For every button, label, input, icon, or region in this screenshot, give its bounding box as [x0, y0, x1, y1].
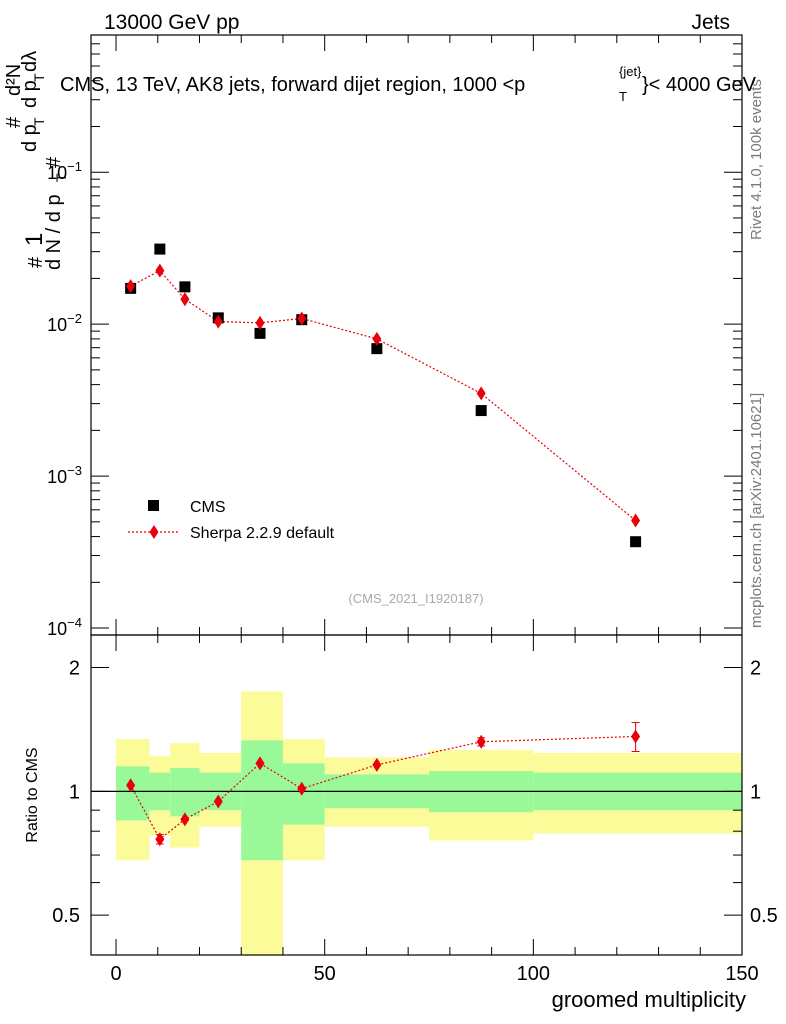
- main-y-tick-label: 10−3: [47, 463, 82, 487]
- ratio-y-tick-labels: 0.5 0.5 1 1 2 2: [52, 658, 778, 928]
- x-tick-label: 50: [314, 963, 336, 985]
- x-tick-labels: 0 50 100 150: [110, 963, 758, 985]
- main-y-tick-label: 10−4: [47, 615, 82, 639]
- cms-data-point: [254, 327, 266, 339]
- legend-cms-label: CMS: [190, 499, 226, 516]
- mc-ratio-polyline: [130, 735, 636, 841]
- legend-mc-label: Sherpa 2.2.9 default: [190, 525, 335, 542]
- y-title-hash2: #: [43, 156, 65, 168]
- mc-ratio-line: [130, 735, 636, 841]
- ratio-y-tick-label-left: 0.5: [52, 905, 80, 927]
- ratio-y-axis-title: Ratio to CMS: [24, 747, 41, 842]
- ratio-uncertainty-bands: [116, 691, 742, 955]
- header-right: Jets: [691, 11, 730, 34]
- main-y-tick-labels: 10−1 10−2 10−3 10−4: [47, 159, 82, 639]
- mc-points: [126, 263, 641, 528]
- mc-point: [155, 263, 165, 278]
- x-tick-label: 100: [517, 963, 550, 985]
- plot-title-sup: {jet}: [619, 64, 642, 79]
- mc-ratio-point: [180, 812, 190, 827]
- mc-point: [213, 314, 223, 329]
- mc-ratio-point: [372, 757, 382, 772]
- y-title-hash3: #: [3, 116, 25, 128]
- y-title-dlambda: dλ: [19, 51, 41, 72]
- ratio-panel-frame: [90, 634, 743, 956]
- x-axis-title: groomed multiplicity: [552, 987, 746, 1012]
- y-title-sub1: T: [53, 173, 69, 182]
- legend: CMS Sherpa 2.2.9 default: [128, 499, 335, 542]
- cms-data-point: [371, 343, 383, 355]
- plot-title-sub: T: [619, 89, 627, 104]
- mc-ratio-point: [631, 729, 641, 744]
- y-title-frac1: 1: [21, 233, 48, 246]
- mc-ratio-point: [255, 756, 265, 771]
- ratio-y-tick-label-left: 2: [69, 658, 80, 680]
- rivet-version-label: Rivet 4.1.0, 100k events: [748, 79, 765, 240]
- mc-ratio-point: [155, 832, 165, 847]
- plot-title-end: }< 4000 GeV: [642, 74, 757, 96]
- ratio-y-tick-label-right: 0.5: [750, 905, 778, 927]
- y-title-sub2: T: [31, 117, 47, 126]
- cms-data-point: [475, 405, 487, 417]
- mc-line: [130, 269, 636, 522]
- mc-point: [372, 331, 382, 346]
- cms-data-point: [154, 243, 166, 255]
- ratio-axis-ticks: [91, 635, 743, 956]
- main-y-tick-label: 10−1: [47, 159, 82, 183]
- main-panel-frame: [90, 34, 743, 636]
- y-title-dn: d N / d p: [43, 194, 65, 270]
- cms-data-point: [630, 536, 642, 548]
- main-y-tick-label: 10−2: [47, 311, 82, 335]
- mc-point: [255, 315, 265, 330]
- y-title-d2n: d²N: [3, 64, 25, 96]
- y-title-sub3: T: [31, 73, 47, 82]
- mc-point: [126, 279, 136, 294]
- mc-point: [476, 386, 486, 401]
- header-left: 13000 GeV pp: [104, 11, 239, 34]
- x-tick-label: 0: [110, 963, 121, 985]
- mc-ratio-point: [126, 778, 136, 793]
- mcplots-label: mcplots.cern.ch [arXiv:2401.10621]: [748, 393, 765, 628]
- legend-cms-marker: [148, 500, 159, 511]
- main-y-axis-title: # 1 d N / d p T # d p T # d²N d p T dλ: [3, 51, 69, 270]
- mc-ratio-point: [476, 734, 486, 749]
- inner-band: [282, 763, 325, 825]
- ratio-y-tick-label-right: 1: [750, 781, 761, 803]
- mc-polyline: [130, 269, 636, 522]
- y-title-dp: d p: [19, 124, 41, 152]
- mc-point: [180, 292, 190, 307]
- plot-title: CMS, 13 TeV, AK8 jets, forward dijet reg…: [60, 74, 525, 96]
- x-tick-label: 150: [725, 963, 758, 985]
- mc-ratio-point: [297, 781, 307, 796]
- mc-point: [297, 311, 307, 326]
- analysis-id: (CMS_2021_I1920187): [348, 591, 483, 606]
- inner-band: [170, 767, 200, 817]
- legend-mc-marker: [149, 525, 159, 539]
- ratio-y-tick-label-left: 1: [69, 781, 80, 803]
- inner-band: [241, 740, 283, 861]
- main-axis-ticks: [91, 34, 743, 636]
- svg-text:#: #: [25, 256, 47, 268]
- mc-ratio-point: [213, 794, 223, 809]
- ratio-y-tick-label-right: 2: [750, 658, 761, 680]
- mc-point: [631, 513, 641, 528]
- mc-ratio-points: [126, 722, 641, 847]
- inner-band: [116, 766, 150, 821]
- y-title-dp2: d p: [19, 80, 41, 108]
- cms-data-point: [179, 281, 191, 293]
